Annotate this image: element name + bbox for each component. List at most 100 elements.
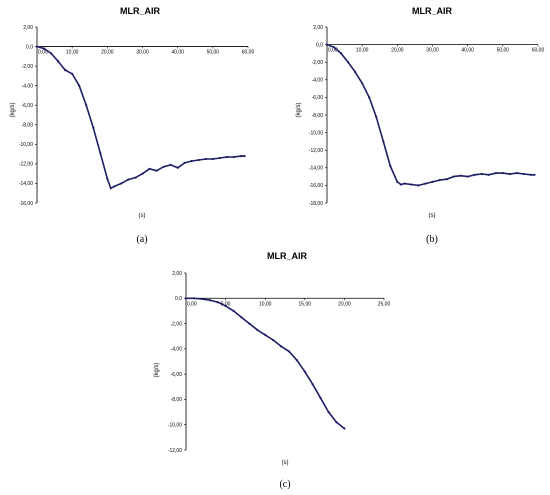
chart-a-data-point [204, 157, 207, 161]
chart-a-data-point [155, 169, 158, 172]
chart-c-data-point [319, 397, 322, 400]
chart-c-data-point [279, 345, 283, 348]
chart-b-data-point [494, 172, 497, 175]
chart-a-xtick-label: 10,00 [66, 50, 79, 56]
chart-b-data-point [325, 43, 329, 46]
chart-b-data-point [410, 183, 413, 186]
chart-a-ytick-label: -10,00 [19, 142, 33, 148]
chart-a-title: MLR_AIR [120, 6, 160, 16]
chart-b-data-point [417, 184, 420, 187]
chart-a-xtick-label: 40,00 [171, 50, 184, 56]
chart-c-data-point [272, 338, 275, 342]
chart-a-ytick-label: 2,00 [23, 25, 33, 31]
chart-c-data-point [335, 421, 338, 424]
chart-b: MLR_AIR (kg/s) (s) (b) 2,00 0,0 -2,00 -4,00… [296, 6, 544, 245]
chart-b-data-point [399, 183, 402, 186]
chart-a-data-point [169, 163, 172, 166]
chart-a-xtick-label: 20,00 [101, 50, 114, 56]
chart-a-data-point [127, 178, 130, 181]
chart-a-ytick-label: -8,00 [22, 123, 34, 129]
chart-c-xtick-label: 15,00 [299, 301, 312, 307]
chart-b-data-point [340, 52, 343, 55]
chart-c-data-point [184, 297, 188, 300]
chart-c-xtick-label: 25,00 [378, 301, 391, 307]
chart-c-data-point [232, 309, 235, 312]
chart-a-data-point [211, 157, 214, 161]
chart-b-data-point [368, 96, 371, 99]
chart-a-data-point [57, 60, 60, 63]
chart-c-data-point [264, 333, 267, 336]
chart-b-data-point [501, 172, 504, 175]
chart-c-data-point [295, 359, 298, 362]
chart-a-data-point [92, 126, 95, 129]
chart-c-data-point [327, 411, 330, 414]
chart-c-ytick-label: -12,00 [168, 448, 182, 454]
chart-c-data-point [343, 427, 346, 430]
chart-a-data-point [232, 155, 235, 159]
chart-a-data-point [113, 185, 116, 188]
chart-b-ytick-label: -16,00 [309, 183, 323, 189]
chart-c-ytick-label: -4,00 [171, 347, 183, 353]
chart-c-ytick-label: -10,00 [168, 423, 182, 429]
chart-a-data-point [148, 167, 151, 170]
chart-b-xtick-label: 20,00 [391, 48, 404, 54]
chart-c-data-point [256, 328, 259, 331]
chart-b-data-point [508, 172, 511, 176]
chart-a: MLR_AIR (kg/s) (s) (a) 2,00 0,0 -2,00 -4,00… [10, 6, 254, 245]
chart-b-data-point [487, 173, 490, 176]
chart-a-xlabel: (s) [139, 213, 146, 219]
chart-c-ytick-label: -2,00 [171, 321, 183, 327]
chart-a-ylabel: (kg/s) [10, 102, 16, 117]
chart-b-xtick-label: 10,00 [356, 48, 369, 54]
chart-b-series-line [326, 43, 535, 187]
chart-b-data-point [375, 115, 378, 118]
chart-b-ytick-label: 2,00 [313, 25, 323, 31]
chart-b-data-point [431, 180, 434, 183]
chart-c-data-point [248, 322, 251, 325]
chart-c-data-point [287, 350, 291, 353]
chart-a-series-line [36, 45, 245, 190]
chart-b-data-point [361, 82, 364, 85]
chart-a-data-point [134, 176, 137, 179]
chart-a-data-point [35, 45, 39, 48]
chart-b-data-point [403, 182, 406, 185]
chart-a-xtick-label: 60,00 [242, 50, 255, 56]
chart-a-ytick-label: -2,00 [22, 64, 34, 70]
chart-b-ytick-label: -12,00 [309, 148, 323, 154]
chart-c-xtick-label: 10,00 [259, 301, 272, 307]
chart-b-data-point [452, 175, 455, 178]
chart-b-ytick-label: -14,00 [309, 166, 323, 172]
chart-c-panel-label: (c) [279, 479, 290, 490]
chart-a-ytick-label: -16,00 [19, 201, 33, 207]
chart-a-ytick-label: -6,00 [22, 103, 34, 109]
chart-c-data-point [192, 297, 195, 300]
chart-b-data-point [473, 173, 476, 176]
chart-b-xtick-label: 30,00 [426, 48, 439, 54]
chart-a-data-point [71, 72, 74, 75]
chart-a-data-point [85, 104, 88, 107]
chart-c: MLR_AIR (kg/s) (s) (c) 2,00 0,0 -2,00 -4,00… [154, 251, 390, 490]
chart-b-data-point [445, 178, 448, 181]
chart-c-ytick-label: -8,00 [171, 397, 183, 403]
chart-b-ytick-label: -8,00 [312, 113, 324, 119]
chart-c-data-point [200, 297, 203, 300]
chart-a-xtick-label: 0,00 [38, 50, 48, 56]
chart-b-ytick-label: -10,00 [309, 130, 323, 136]
chart-b-data-point [466, 175, 469, 178]
chart-c-xlabel: (s) [282, 460, 289, 466]
chart-a-data-point [64, 68, 67, 72]
chart-a-data-point [120, 182, 123, 185]
chart-b-data-point [515, 172, 519, 175]
chart-b-ytick-label: 0,0 [316, 42, 323, 48]
chart-c-data-point [216, 301, 219, 304]
chart-a-data-point [243, 155, 246, 158]
chart-a-data-point [218, 156, 221, 160]
chart-a-data-point [50, 52, 53, 55]
chart-c-title: MLR_AIR [267, 251, 307, 261]
chart-a-data-point [106, 177, 109, 180]
chart-c-series-line [186, 297, 345, 430]
chart-b-data-point [332, 46, 336, 49]
chart-c-data-point [311, 383, 314, 386]
chart-b-ylabel: (kg/s) [296, 102, 302, 117]
